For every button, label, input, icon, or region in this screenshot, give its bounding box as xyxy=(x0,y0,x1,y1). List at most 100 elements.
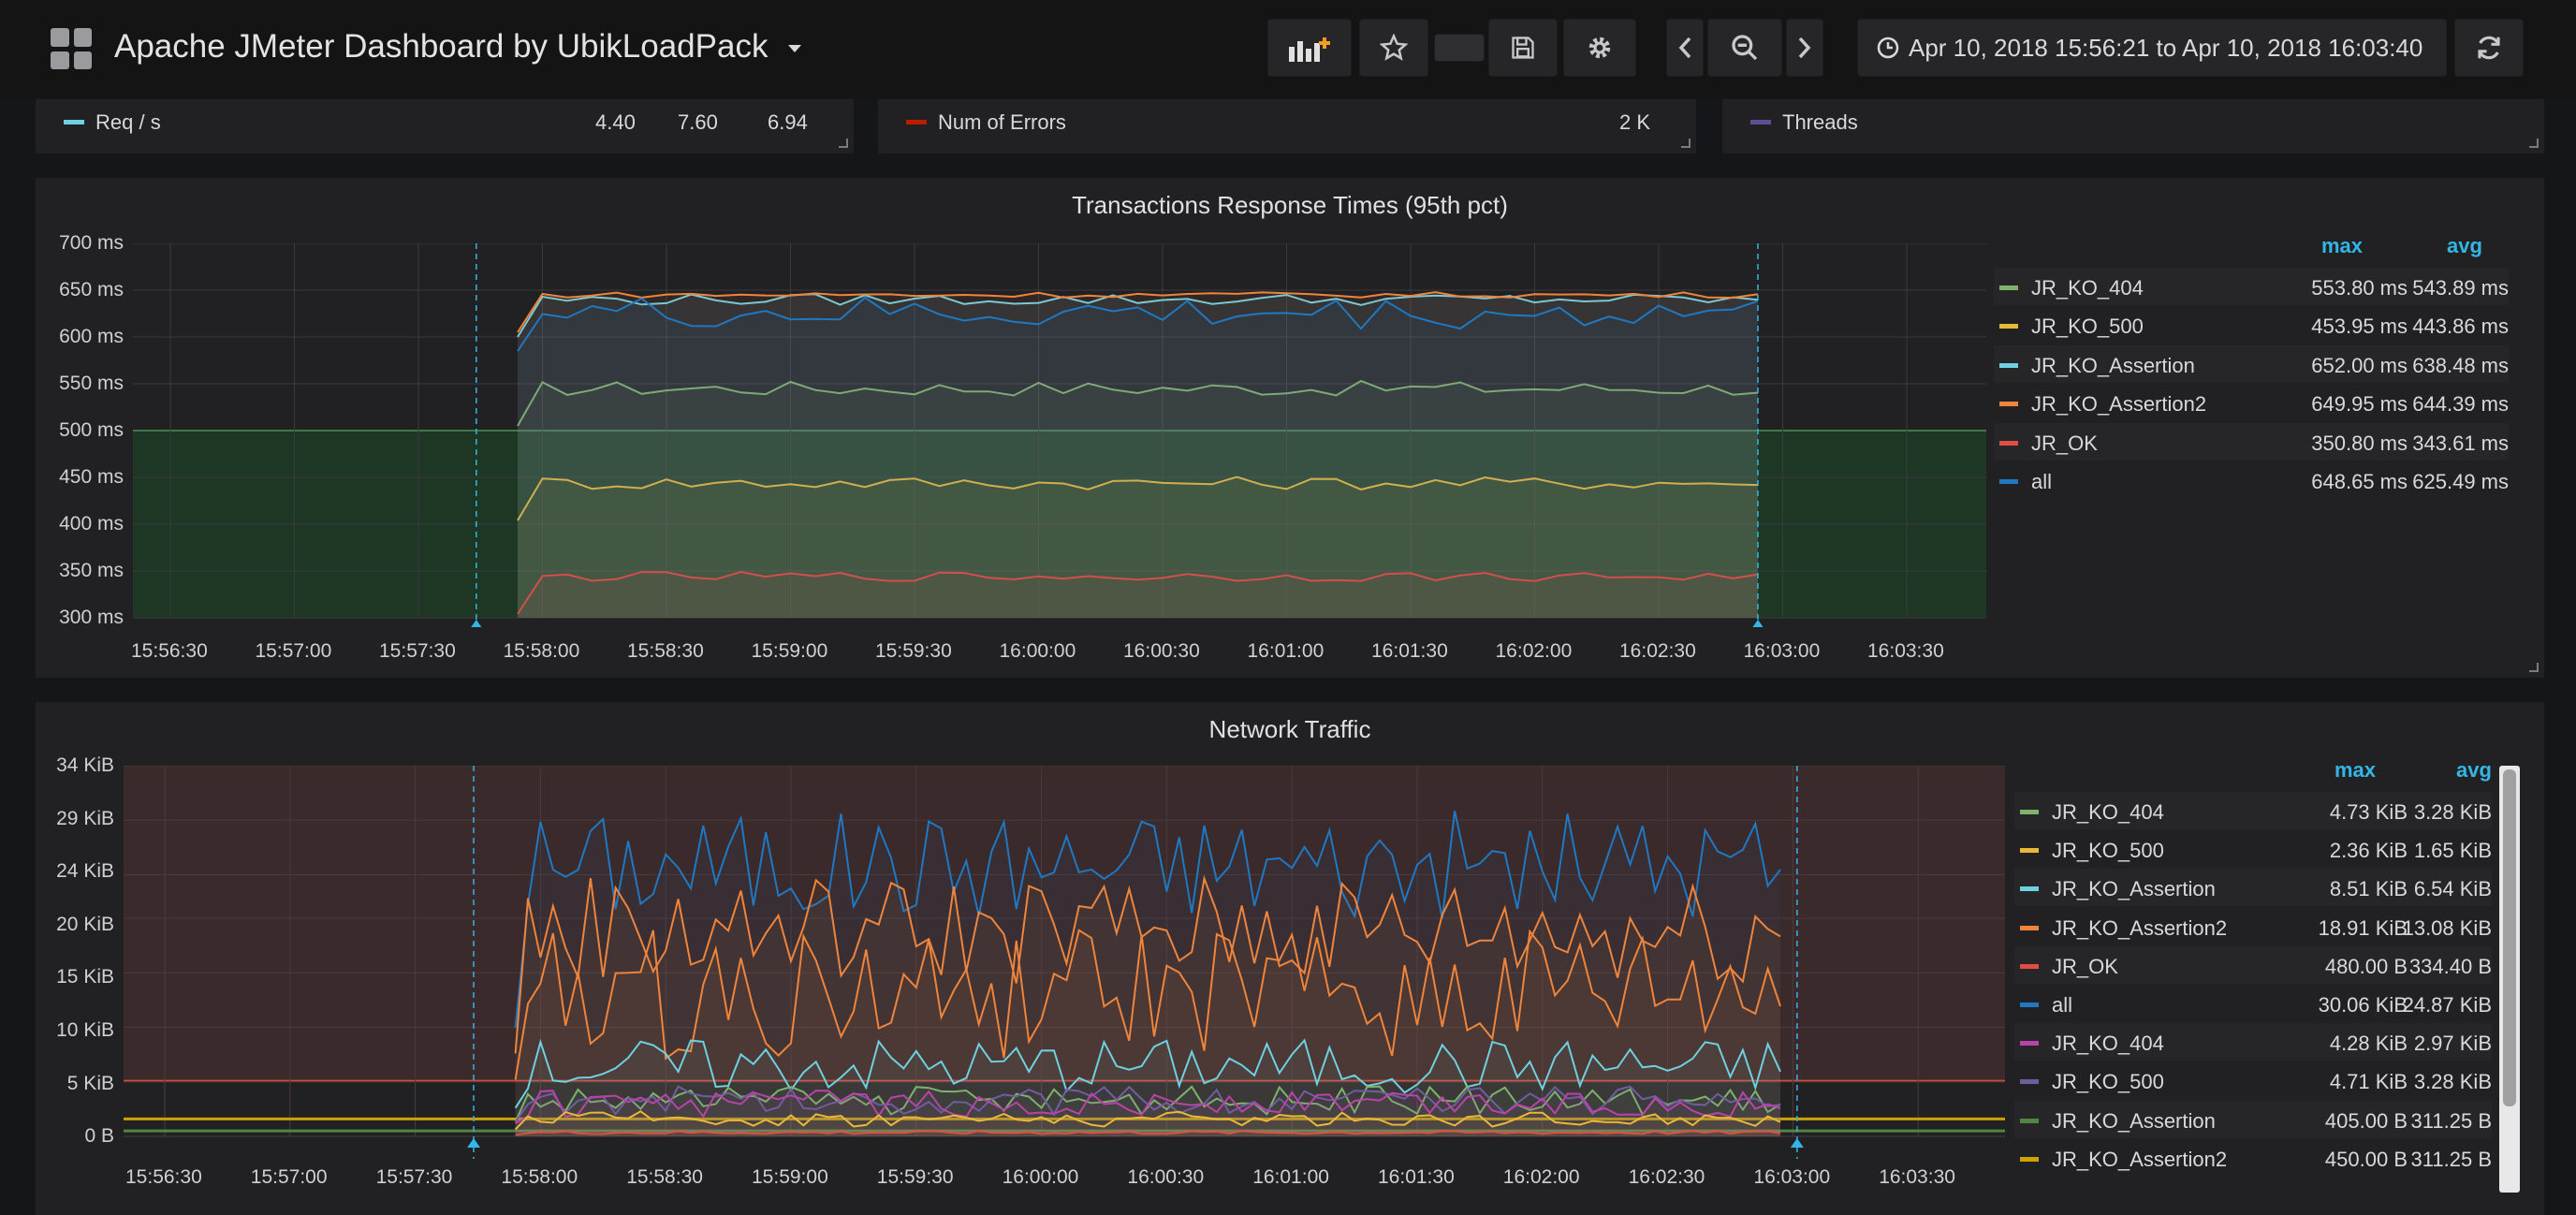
x-tick-label: 16:03:00 xyxy=(1743,640,1821,662)
legend-max-header[interactable]: max xyxy=(2321,234,2364,257)
add-panel-button[interactable] xyxy=(1267,19,1352,77)
star-button[interactable] xyxy=(1359,19,1428,77)
legend-avg-header[interactable]: avg xyxy=(2456,758,2492,782)
y-tick-label: 5 KiB xyxy=(66,1072,114,1094)
legend-series-name: JR_OK xyxy=(2052,954,2118,978)
legend-series-name: JR_KO_500 xyxy=(2031,315,2144,339)
legend-series-name: JR_KO_404 xyxy=(2031,276,2144,300)
legend-max-value: 553.80 ms xyxy=(2311,276,2408,300)
x-tick-label: 16:01:00 xyxy=(1252,1166,1329,1188)
share-button[interactable] xyxy=(1434,34,1485,62)
legend-series-name: JR_KO_500 xyxy=(2052,1070,2164,1094)
chevron-right-icon xyxy=(1798,37,1811,59)
refresh-button[interactable] xyxy=(2454,19,2524,77)
panel-title[interactable]: Transactions Response Times (95th pct) xyxy=(1072,191,1508,219)
legend-avg-value: 2.97 KiB xyxy=(2413,1032,2492,1056)
x-tick-label: 16:01:00 xyxy=(1247,640,1325,662)
dashboard-title[interactable]: Apache JMeter Dashboard by UbikLoadPack xyxy=(114,28,768,65)
response-times-panel: Transactions Response Times (95th pct) 7… xyxy=(36,178,2544,678)
legend-item[interactable]: JR_KO_404 4.28 KiB 2.97 KiB xyxy=(2014,1023,2492,1061)
errors-value: 2 K xyxy=(1619,110,1651,134)
legend-item[interactable]: JR_KO_Assertion2 649.95 ms 644.39 ms xyxy=(1994,384,2509,421)
refresh-icon xyxy=(2478,36,2500,60)
series-line xyxy=(517,296,1759,352)
legend-swatch xyxy=(1999,402,2018,407)
legend-avg-value: 343.61 ms xyxy=(2412,431,2509,455)
legend-item[interactable]: JR_KO_500 453.95 ms 443.86 ms xyxy=(1994,306,2509,344)
panel-title[interactable]: Network Traffic xyxy=(1208,715,1371,743)
legend-scrollbar[interactable] xyxy=(2499,766,2520,1193)
legend-item[interactable]: JR_KO_500 4.71 KiB 3.28 KiB xyxy=(2014,1061,2492,1099)
star-icon xyxy=(1380,34,1408,61)
settings-button[interactable] xyxy=(1563,19,1636,77)
zoom-out-icon xyxy=(1732,35,1758,61)
legend-max-value: 405.00 B xyxy=(2324,1108,2408,1133)
series-area xyxy=(515,1086,1781,1136)
grafana-menu-icon[interactable] xyxy=(51,28,92,69)
x-tick-label: 16:02:00 xyxy=(1495,640,1573,662)
y-tick-label: 350 ms xyxy=(59,560,124,581)
num-errors-panel: Num of Errors 2 K xyxy=(878,99,1696,154)
y-tick-label: 700 ms xyxy=(59,232,124,254)
legend-item[interactable]: JR_OK 480.00 B 334.40 B xyxy=(2014,945,2492,984)
series-line xyxy=(517,293,1759,338)
legend-item[interactable]: all 30.06 KiB 24.87 KiB xyxy=(2014,985,2492,1022)
y-tick-label: 34 KiB xyxy=(56,754,114,776)
save-button[interactable] xyxy=(1488,19,1558,77)
x-tick-label: 15:57:30 xyxy=(375,1166,453,1188)
x-tick-label: 16:03:00 xyxy=(1753,1166,1831,1188)
legend-series-name: JR_KO_Assertion xyxy=(2052,1108,2216,1133)
x-tick-label: 16:02:30 xyxy=(1628,1166,1705,1188)
y-tick-label: 300 ms xyxy=(59,607,124,628)
time-back-button[interactable] xyxy=(1666,19,1704,77)
y-tick-label: 29 KiB xyxy=(56,807,114,829)
time-forward-button[interactable] xyxy=(1786,19,1823,77)
caret-down-icon[interactable] xyxy=(788,45,801,52)
zoom-out-button[interactable] xyxy=(1707,19,1782,77)
legend-swatch xyxy=(1999,324,2018,329)
resize-handle[interactable] xyxy=(1681,139,1690,148)
legend-max-header[interactable]: max xyxy=(2334,758,2377,782)
legend-item[interactable]: JR_KO_404 4.73 KiB 3.28 KiB xyxy=(2014,792,2492,829)
add-panel-icon xyxy=(1289,37,1330,62)
legend-max-value: 4.28 KiB xyxy=(2329,1032,2408,1056)
legend-avg-header[interactable]: avg xyxy=(2447,234,2482,257)
legend-series-name: JR_KO_404 xyxy=(2052,800,2164,824)
legend-swatch xyxy=(2020,1079,2039,1085)
legend-swatch xyxy=(1999,440,2018,446)
y-tick-label: 0 B xyxy=(84,1125,114,1148)
legend-swatch xyxy=(2020,963,2039,969)
resize-handle[interactable] xyxy=(2529,139,2539,148)
series-line xyxy=(514,1038,1781,1109)
legend-item[interactable]: all 648.65 ms 625.49 ms xyxy=(1994,461,2509,499)
legend-item[interactable]: JR_KO_Assertion 652.00 ms 638.48 ms xyxy=(1994,344,2509,383)
threads-panel: Threads xyxy=(1722,99,2544,154)
resize-handle[interactable] xyxy=(2529,663,2539,672)
req-label: Req / s xyxy=(95,110,161,134)
y-tick-label: 10 KiB xyxy=(56,1019,114,1041)
legend-item[interactable]: JR_KO_500 2.36 KiB 1.65 KiB xyxy=(2014,830,2492,868)
time-range-picker[interactable]: Apr 10, 2018 15:56:21 to Apr 10, 2018 16… xyxy=(1857,19,2447,77)
network-traffic-panel: Network Traffic 34 KiB 29 KiB 24 KiB 20 KiB… xyxy=(36,702,2544,1215)
response-times-chart[interactable] xyxy=(133,243,1986,627)
x-tick-label: 16:03:30 xyxy=(1867,640,1944,662)
legend-item[interactable]: JR_OK 350.80 ms 343.61 ms xyxy=(1994,422,2509,461)
network-traffic-chart[interactable] xyxy=(124,766,2005,1159)
req-min: 4.40 xyxy=(595,110,636,134)
gear-icon xyxy=(1588,37,1611,59)
y-tick-label: 650 ms xyxy=(59,279,124,300)
series-line xyxy=(517,570,1759,615)
x-tick-label: 15:58:00 xyxy=(503,640,580,662)
legend-scroll-thumb[interactable] xyxy=(2503,769,2516,1106)
legend-swatch xyxy=(2020,1041,2039,1047)
resize-handle[interactable] xyxy=(839,139,848,148)
legend-item[interactable]: JR_KO_Assertion2 18.91 KiB 13.08 KiB xyxy=(2014,908,2492,945)
legend-swatch xyxy=(2020,1003,2039,1007)
x-tick-label: 15:56:30 xyxy=(125,1166,202,1188)
y-tick-label: 450 ms xyxy=(59,466,124,488)
legend-item[interactable]: JR_KO_Assertion 405.00 B 311.25 B xyxy=(2014,1100,2492,1138)
legend-item[interactable]: JR_KO_404 553.80 ms 543.89 ms xyxy=(1994,268,2509,305)
legend-max-value: 4.73 KiB xyxy=(2329,800,2408,824)
legend-item[interactable]: JR_KO_Assertion2 450.00 B 311.25 B xyxy=(2014,1139,2492,1177)
legend-item[interactable]: JR_KO_Assertion 8.51 KiB 6.54 KiB xyxy=(2014,869,2492,907)
